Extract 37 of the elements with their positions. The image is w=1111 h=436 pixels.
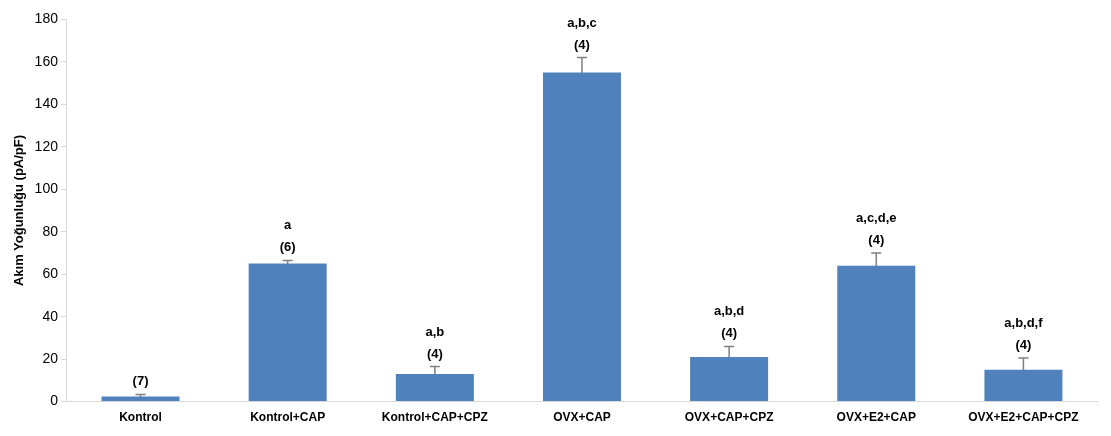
bar xyxy=(984,369,1063,402)
y-tick-label: 40 xyxy=(42,307,59,324)
annotation: (4) xyxy=(721,325,738,341)
annotation: a,b xyxy=(425,323,445,339)
annotation: (7) xyxy=(132,373,149,389)
x-tick-label: OVX+E2+CAP xyxy=(836,410,916,425)
annotation: (4) xyxy=(574,36,590,52)
y-tick-label: 0 xyxy=(50,392,59,409)
y-tick-label: 100 xyxy=(34,180,59,197)
annotation: (4) xyxy=(868,232,885,248)
bar xyxy=(690,357,769,402)
y-axis-title: Akım Yoğunluğu (pA/pF) xyxy=(11,134,27,287)
x-tick-label: OVX+CAP xyxy=(553,410,611,425)
annotation: a,b,d,f xyxy=(1004,315,1044,331)
x-tick-label: Kontrol+CAP xyxy=(250,410,326,425)
bar xyxy=(395,374,474,402)
annotation: a,b,c xyxy=(567,14,597,30)
y-tick-label: 80 xyxy=(42,222,59,239)
annotation: a,c,d,e xyxy=(856,210,897,226)
annotation: (4) xyxy=(426,345,443,361)
y-tick-label: 60 xyxy=(42,265,59,282)
y-tick-label: 20 xyxy=(42,349,59,366)
annotation: a xyxy=(284,217,293,233)
bar xyxy=(248,263,327,402)
x-tick-label: Kontrol+CAP+CPZ xyxy=(381,410,488,425)
bar xyxy=(837,265,916,402)
y-tick-label: 160 xyxy=(34,52,59,69)
y-tick-label: 140 xyxy=(34,95,59,112)
x-tick-label: Kontrol xyxy=(119,410,162,425)
x-tick-label: OVX+E2+CAP+CPZ xyxy=(968,410,1079,425)
annotation: (4) xyxy=(1015,337,1032,353)
annotation: (6) xyxy=(279,239,296,255)
x-tick-label: OVX+CAP+CPZ xyxy=(684,410,774,425)
annotation: a,b,d xyxy=(713,303,745,319)
y-tick-label: 180 xyxy=(34,10,59,27)
y-tick-label: 120 xyxy=(34,137,59,154)
bar xyxy=(542,72,621,402)
